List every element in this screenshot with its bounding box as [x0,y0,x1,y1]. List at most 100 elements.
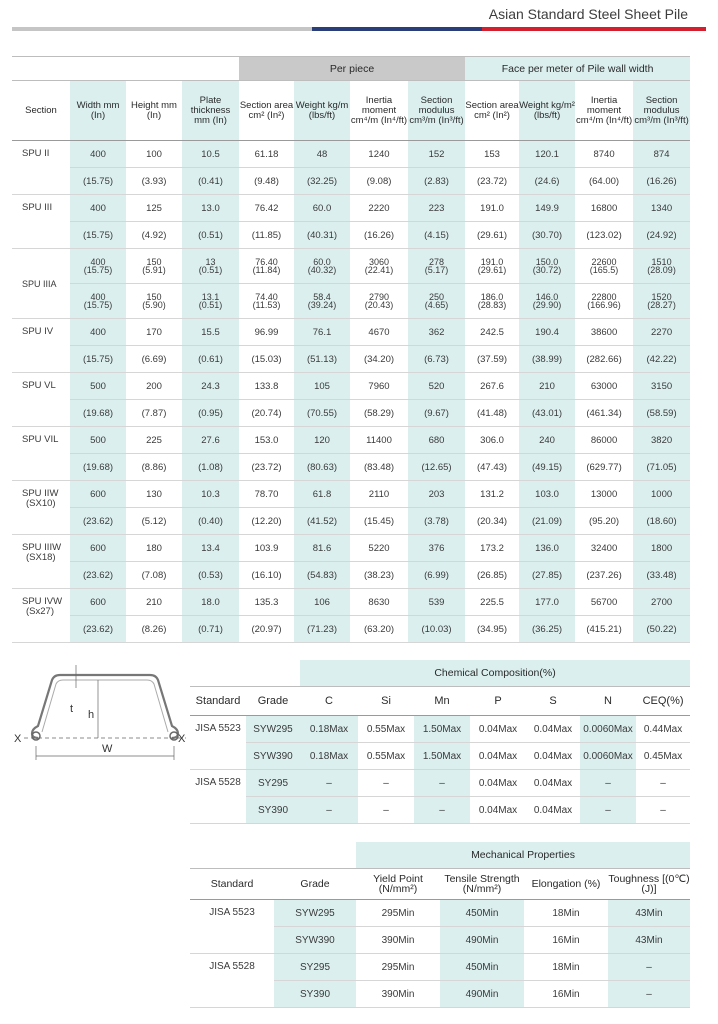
table-cell: SY390 [274,980,356,1008]
imperial-value: (58.59) [633,399,691,427]
table-row: SY390– – –0.04Max 0.04Max – – [190,796,691,824]
table-cell: – [636,796,691,824]
metric-value: 106 [294,588,350,616]
metric-value: 11400 [350,426,408,454]
col-pp-weight: Weight kg/m (lbs/ft) [294,80,350,141]
metric-value: 2700 [633,588,691,616]
imperial-value: (50.22) [633,615,691,643]
label-t: t [70,703,73,715]
metric-value: 170 [126,318,182,346]
metric-value: 400 [90,257,106,267]
table-row: SYW390 0.18Max 0.55Max 1.50Max 0.04Max 0.04Ma… [190,742,691,770]
metric-value: 60.0 [294,194,350,222]
col-fm-inertia: Inertia moment cm⁴/m (In⁴/ft) [575,80,634,141]
metric-value: 60.0 [313,257,331,267]
table-row: (15.75) (4.92) (0.51) (11.85) (40.31) (16.26)… [12,221,691,249]
metric-value: 539 [408,588,466,616]
imperial-value: (30.72) [532,265,562,275]
imperial-value: (20.43) [364,300,394,310]
imperial-value: (63.20) [350,615,408,643]
table-row: SPU IV 400 170 15.5 96.99 76.1 4670 362 242.5 190… [12,318,691,373]
imperial-value: (282.66) [575,345,634,373]
table-cell: SY295 [274,953,356,981]
table-cell: – [608,953,691,981]
table-cell: 2790 (20.43) [350,283,408,319]
metric-value: 18.0 [182,588,239,616]
section-name: SPU IVW (Sx27) [12,588,70,643]
imperial-value: (64.00) [575,167,634,195]
imperial-value: (38.99) [519,345,576,373]
imperial-value: (32.25) [294,167,350,195]
metric-value: 150 [146,257,162,267]
imperial-value: (4.15) [408,221,466,249]
imperial-value: (0.41) [182,167,239,195]
table-cell: 0.55Max [358,715,414,743]
imperial-value: (0.61) [182,345,239,373]
section-name: SPU IIIW (SX18) [12,534,70,589]
section-label: SPU IV [22,326,54,337]
face-per-meter-header: Face per meter of Pile wall width [465,56,691,81]
table-row: SPU IVW (Sx27) 600 210 18.0 135.3 106 8630 539 22… [12,588,691,643]
metric-value: 400 [70,194,126,222]
imperial-value: (9.48) [239,167,294,195]
sheet-pile-dimensions-table: Per piece Face per meter of Pile wall wi… [12,56,691,643]
imperial-value: (7.87) [126,399,182,427]
metric-value: 225 [126,426,182,454]
table-cell: SYW295 [274,899,356,927]
metric-value: 1340 [633,194,691,222]
imperial-value: (41.48) [465,399,520,427]
table-cell: 0.45Max [636,742,691,770]
imperial-value: (6.99) [408,561,466,589]
column-header: Standard [190,868,274,900]
metric-value: 22600 [591,257,617,267]
table-header-row: Standard Grade C Si Mn P S N CEQ(%) [190,686,691,716]
standard-cell: JISA 5528 [190,953,274,1008]
metric-value: 400 [90,292,106,302]
metric-value: 600 [70,588,126,616]
col-pp-modulus: Section modulus cm³/m (In³/ft) [408,80,466,141]
table-cell: 390Min [356,926,440,954]
metric-value: 376 [408,534,466,562]
table-cell: 278 (5.17) [408,248,466,284]
label-h: h [88,709,94,721]
imperial-value: (36.25) [519,615,576,643]
table-row: JISA 5528 SY295– – –0.04Max 0.04Max – – [190,769,691,824]
table-row: (19.68) (8.86) (1.08) (23.72) (80.63) (83.48)… [12,453,691,481]
imperial-value: (15.75) [70,221,126,249]
imperial-value: (23.62) [70,507,126,535]
imperial-value: (15.75) [70,345,126,373]
imperial-value: (28.27) [647,300,676,310]
column-header: S [526,686,580,716]
imperial-value: (5.12) [126,507,182,535]
table-row: SPU III 400 125 13.0 76.42 60.0 2220 223 191.0 14… [12,194,691,249]
imperial-value: (16.26) [633,167,691,195]
metric-value: 177.0 [519,588,576,616]
table-cell: 22600 (165.5) [575,248,634,284]
section-sublabel: (Sx27) [26,606,54,617]
metric-value: 56700 [575,588,634,616]
table-cell: 0.04Max [470,715,526,743]
metric-value: 130 [126,480,182,508]
metric-value: 152 [408,140,466,168]
metric-value: 267.6 [465,372,520,400]
metric-value: 103.9 [239,534,294,562]
metric-value: 520 [408,372,466,400]
imperial-value: (8.26) [126,615,182,643]
metric-value: 81.6 [294,534,350,562]
metric-value: 10.5 [182,140,239,168]
imperial-value: (10.03) [408,615,466,643]
imperial-value: (51.13) [294,345,350,373]
imperial-value: (29.90) [532,300,562,310]
metric-value: 136.0 [519,534,576,562]
table-cell: 16Min [524,980,608,1008]
metric-value: 13 [205,257,216,267]
section-name: SPU IIIA [12,248,70,319]
metric-value: 7960 [350,372,408,400]
metric-value: 1000 [633,480,691,508]
metric-value: 78.70 [239,480,294,508]
metric-value: 1800 [633,534,691,562]
table-cell: 295Min [356,899,440,927]
col-fm-section-area: Section area cm² (In²) [465,80,520,141]
metric-value: 13.1 [201,292,220,302]
imperial-value: (166.96) [587,300,621,310]
